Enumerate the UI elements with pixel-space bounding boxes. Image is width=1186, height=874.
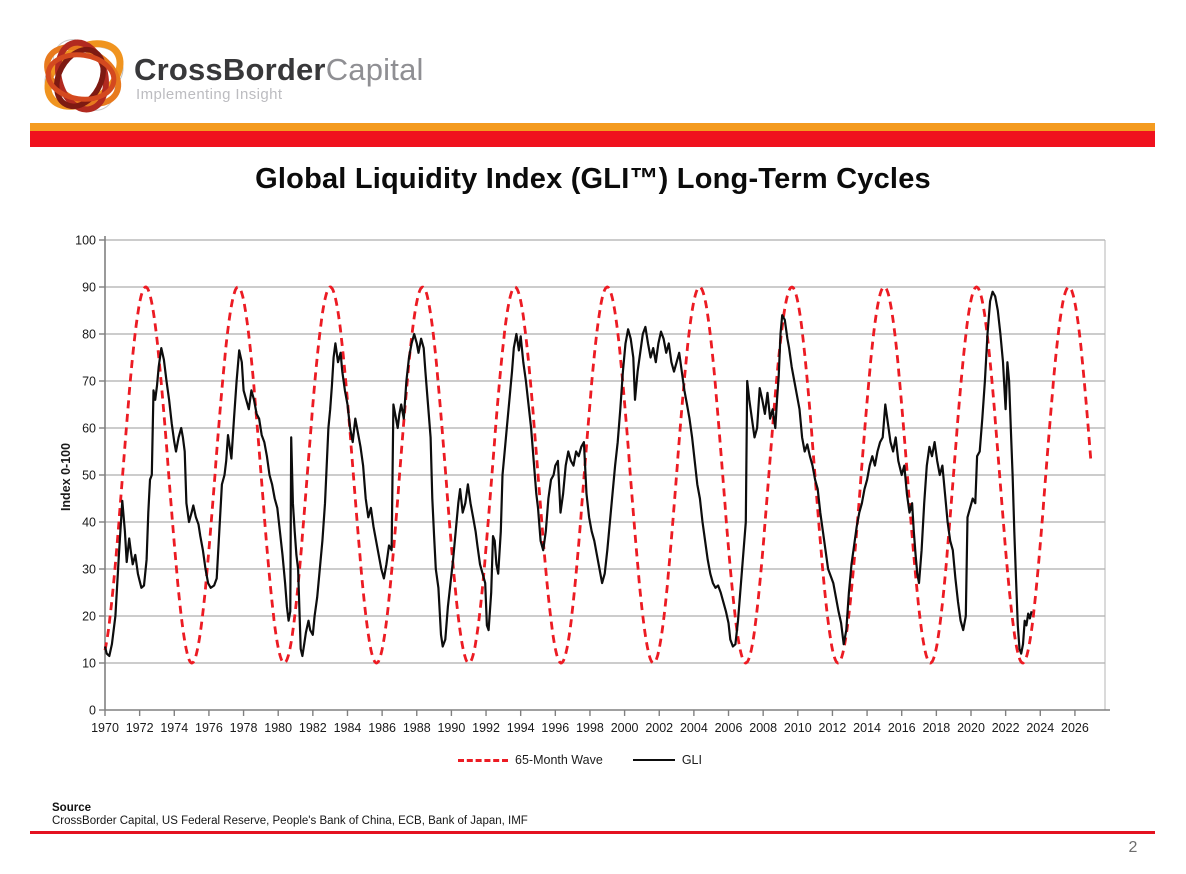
y-tick-label: 70 [82, 375, 96, 389]
brand-tagline: Implementing Insight [136, 86, 283, 103]
x-tick-label: 1970 [91, 721, 119, 735]
dashed-line-swatch-icon [458, 758, 509, 762]
y-tick-label: 100 [75, 234, 96, 248]
x-tick-label: 1990 [437, 721, 465, 735]
x-tick-label: 1986 [368, 721, 396, 735]
y-tick-label: 90 [82, 281, 96, 295]
x-tick-label: 2004 [680, 721, 708, 735]
x-tick-label: 2008 [749, 721, 777, 735]
x-tick-label: 1996 [541, 721, 569, 735]
x-tick-label: 1978 [230, 721, 258, 735]
y-tick-label: 0 [89, 704, 96, 718]
source-text: CrossBorder Capital, US Federal Reserve,… [52, 815, 528, 827]
x-tick-label: 2024 [1026, 721, 1054, 735]
y-tick-label: 10 [82, 657, 96, 671]
x-tick-label: 1984 [334, 721, 362, 735]
footer-rule [30, 831, 1155, 834]
brand-light: Capital [325, 52, 424, 87]
legend-label: 65-Month Wave [515, 753, 603, 767]
x-tick-label: 2016 [888, 721, 916, 735]
x-tick-label: 1972 [126, 721, 154, 735]
x-tick-label: 2022 [992, 721, 1020, 735]
legend-item-gli: GLI [632, 753, 702, 767]
x-tick-label: 1992 [472, 721, 500, 735]
page-number: 2 [1128, 839, 1138, 856]
y-tick-label: 20 [82, 610, 96, 624]
x-tick-label: 1982 [299, 721, 327, 735]
y-tick-label: 40 [82, 516, 96, 530]
x-tick-label: 1994 [507, 721, 535, 735]
x-tick-label: 1974 [160, 721, 188, 735]
y-tick-label: 50 [82, 469, 96, 483]
header-stripe-orange [30, 123, 1155, 131]
legend-item-65-month-wave: 65-Month Wave [458, 753, 603, 767]
x-tick-label: 2006 [715, 721, 743, 735]
header-stripe-red [30, 131, 1155, 147]
x-tick-label: 2012 [819, 721, 847, 735]
y-tick-label: 60 [82, 422, 96, 436]
brand-bold: CrossBorder [134, 52, 326, 87]
legend-label: GLI [681, 753, 702, 767]
x-tick-label: 1998 [576, 721, 604, 735]
x-tick-label: 2010 [784, 721, 812, 735]
x-tick-label: 1980 [264, 721, 292, 735]
y-tick-label: 30 [82, 563, 96, 577]
legend: 65-Month Wave GLI [0, 753, 1160, 767]
source-label: Source [52, 802, 91, 814]
x-tick-label: 1988 [403, 721, 431, 735]
y-axis-title: Index 0-100 [59, 443, 73, 511]
x-tick-label: 2000 [611, 721, 639, 735]
page-title: Global Liquidity Index (GLI™) Long-Term … [255, 163, 931, 195]
x-tick-label: 1976 [195, 721, 223, 735]
x-tick-label: 2014 [853, 721, 881, 735]
x-tick-label: 2020 [957, 721, 985, 735]
crossborder-logo-icon [44, 39, 124, 113]
y-tick-label: 80 [82, 328, 96, 342]
brand-name: CrossBorderCapital [134, 52, 424, 88]
series-65-month-wave [103, 285, 1093, 665]
x-tick-label: 2026 [1061, 721, 1089, 735]
series-gli [103, 290, 1033, 658]
x-tick-label: 2018 [922, 721, 950, 735]
solid-line-swatch-icon [632, 758, 675, 762]
x-tick-label: 2002 [645, 721, 673, 735]
